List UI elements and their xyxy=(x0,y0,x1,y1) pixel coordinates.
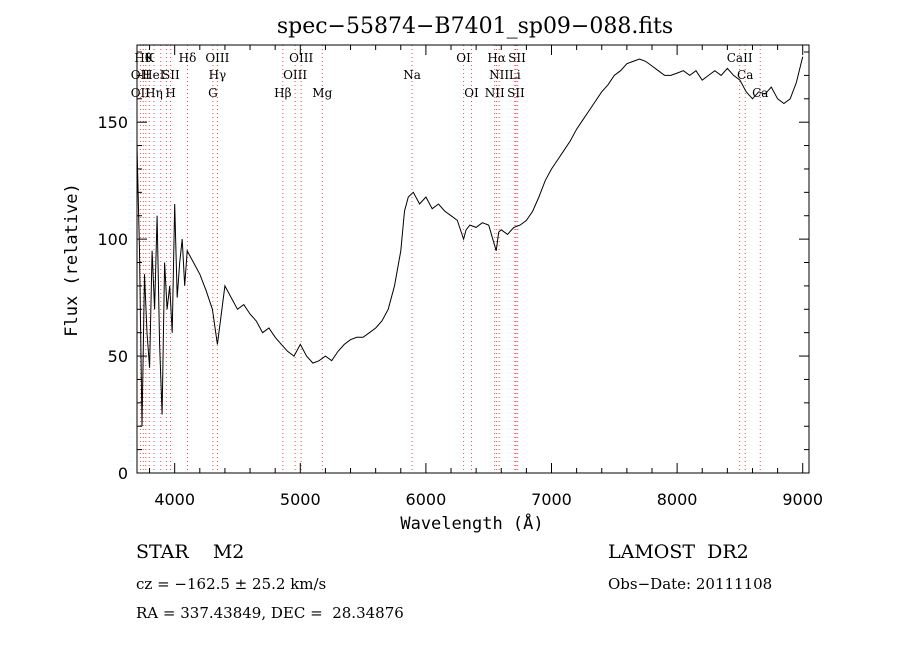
line-label-lines_row2-1: HeI xyxy=(142,68,165,82)
line-label-lines_row1-0: Hθ xyxy=(134,51,152,65)
observation-date: Obs−Date: 20111108 xyxy=(608,575,773,593)
line-label-lines_row3-8: SII xyxy=(507,86,525,100)
y-tick-label-150: 150 xyxy=(97,113,128,132)
x-tick-label-6000: 6000 xyxy=(406,490,447,509)
x-tick-label-4000: 4000 xyxy=(154,490,195,509)
line-label-lines_row3-2: H xyxy=(165,86,175,100)
line-label-lines_row1-6: Hα xyxy=(487,51,506,65)
y-tick-label-0: 0 xyxy=(118,464,128,483)
spectrum-line xyxy=(136,56,804,427)
line-label-lines_row1-2: Hδ xyxy=(179,51,197,65)
line-label-lines_row3-3: G xyxy=(208,86,218,100)
line-label-lines_row1-7: SII xyxy=(508,51,526,65)
line-label-lines_row1-4: OIII xyxy=(289,51,313,65)
y-axis-label: Flux (relative) xyxy=(62,183,82,337)
x-tick-label-9000: 9000 xyxy=(782,490,823,509)
line-label-lines_row3-5: Mg xyxy=(312,86,332,100)
line-label-lines_row3-7: NII xyxy=(485,86,505,100)
line-label-lines_row2-7: Li xyxy=(509,68,521,82)
y-tick-label-50: 50 xyxy=(108,347,128,366)
line-label-lines_row3-0: OII xyxy=(131,86,151,100)
x-axis: 4000 5000 6000 7000 8000 9000 xyxy=(149,45,823,509)
line-label-lines_row2-8: Ca xyxy=(737,68,753,82)
chart-title: spec−55874−B7401_sp09−088.fits xyxy=(277,14,673,39)
x-tick-label-8000: 8000 xyxy=(657,490,698,509)
line-label-lines_row3-6: OI xyxy=(464,86,479,100)
line-label-lines_row1-5: OI xyxy=(456,51,471,65)
x-tick-label-7000: 7000 xyxy=(531,490,572,509)
y-axis: 0 50 100 150 xyxy=(97,51,809,483)
line-label-lines_row1-8: CaII xyxy=(727,51,753,65)
line-label-lines_row2-6: NII xyxy=(489,68,509,82)
x-tick-label-5000: 5000 xyxy=(280,490,321,509)
plot-frame xyxy=(136,44,810,474)
x-axis-label: Wavelength (Å) xyxy=(400,512,543,534)
line-label-lines_row1-3: OIII xyxy=(205,51,229,65)
emission-line-markers xyxy=(139,45,761,473)
line-label-lines_row3-1: Hη xyxy=(145,86,163,100)
line-label-lines_row2-5: Na xyxy=(403,68,421,82)
line-label-lines_row2-3: Hγ xyxy=(209,68,227,82)
y-tick-label-100: 100 xyxy=(97,230,128,249)
line-label-lines_row2-2: SII xyxy=(162,68,180,82)
survey-name: LAMOST DR2 xyxy=(608,541,749,563)
redshift-velocity: cz = −162.5 ± 25.2 km/s xyxy=(136,575,327,593)
line-label-lines_row2-4: OIII xyxy=(283,68,307,82)
object-class: STAR M2 xyxy=(136,541,245,563)
ra-dec: RA = 337.43849, DEC = 28.34876 xyxy=(136,604,404,622)
line-label-lines_row3-9: Ca xyxy=(752,86,768,100)
line-label-lines_row3-4: Hβ xyxy=(274,86,291,100)
line-label-lines_row1-1: K xyxy=(145,51,155,65)
